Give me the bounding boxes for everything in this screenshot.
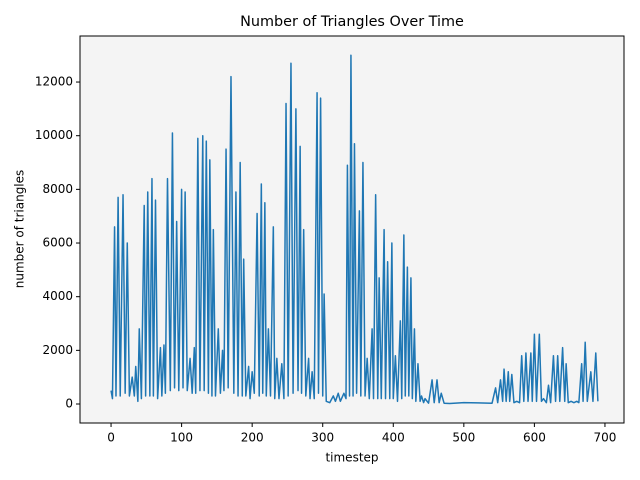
- x-tick-label: 500: [452, 431, 475, 445]
- axes-frame: [79, 35, 625, 424]
- x-tick-label: 700: [593, 431, 616, 445]
- x-axis-label: timestep: [325, 451, 378, 465]
- x-tick-label: 600: [523, 431, 546, 445]
- x-tick-label: 400: [382, 431, 405, 445]
- x-tick-label: 200: [241, 431, 264, 445]
- x-tick-label: 100: [170, 431, 193, 445]
- chart-title: Number of Triangles Over Time: [240, 14, 464, 30]
- y-tick-label: 4000: [42, 289, 73, 303]
- y-tick-label: 10000: [35, 128, 73, 142]
- y-tick-label: 6000: [42, 236, 73, 250]
- y-axis-label: number of triangles: [13, 170, 27, 289]
- data-line: [110, 54, 599, 405]
- y-tick-label: 0: [65, 397, 73, 411]
- x-tick-label: 0: [107, 431, 115, 445]
- x-tick-label: 300: [311, 431, 334, 445]
- y-tick-label: 2000: [42, 343, 73, 357]
- y-tick-label: 12000: [35, 75, 73, 89]
- marks: [110, 54, 599, 405]
- y-tick-label: 8000: [42, 182, 73, 196]
